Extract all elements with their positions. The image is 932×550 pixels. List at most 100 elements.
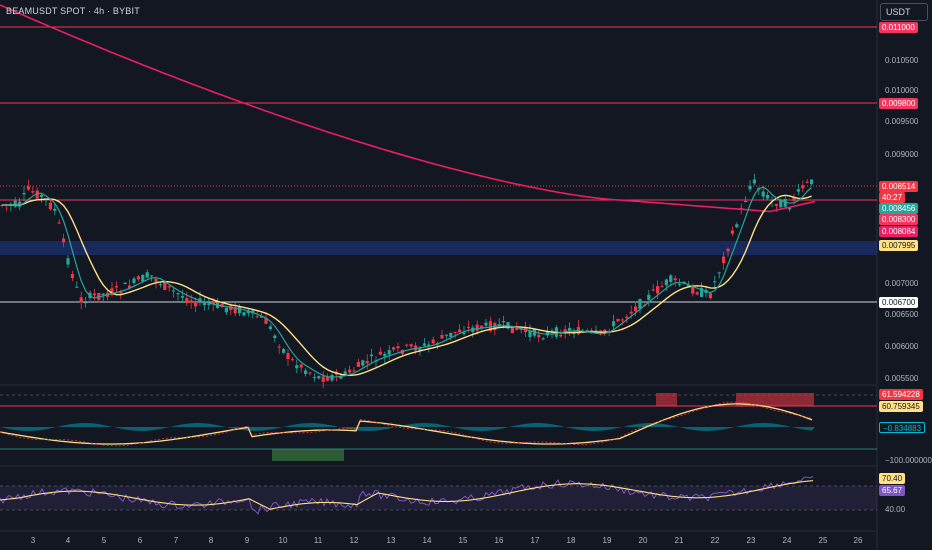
candle (185, 297, 189, 304)
level-tag-006700[interactable]: 0.006700 (879, 297, 919, 308)
candle (475, 324, 479, 331)
candle (568, 328, 572, 331)
candle (40, 194, 44, 198)
sma-long-tag: 0.008084 (879, 226, 919, 237)
candle (796, 189, 800, 192)
candle (656, 286, 660, 294)
candle (211, 301, 215, 305)
candle (242, 312, 246, 316)
ema-slow-tag: 0.007995 (879, 240, 919, 251)
candle (515, 326, 519, 330)
time-axis-label: 6 (137, 536, 143, 545)
candle (75, 286, 79, 288)
candle (145, 272, 149, 278)
candle (396, 346, 400, 349)
candle (158, 284, 162, 286)
price-axis-label: 0.010500 (885, 56, 919, 65)
candle (550, 330, 554, 332)
candle (673, 278, 677, 281)
candle (708, 293, 712, 299)
candle (277, 346, 281, 348)
candle (629, 311, 633, 314)
candle (176, 293, 180, 295)
candle (154, 279, 158, 282)
rsi-line (0, 476, 814, 515)
candle (172, 290, 176, 292)
candle (638, 299, 642, 309)
candle (150, 275, 154, 277)
candle (766, 194, 770, 199)
candle (282, 348, 286, 353)
time-axis-label: 23 (746, 536, 756, 545)
candle (735, 224, 739, 228)
candle (625, 316, 629, 319)
rsi-ma-line (0, 480, 814, 510)
candle (444, 334, 448, 336)
candle (387, 350, 391, 355)
time-axis-label: 24 (782, 536, 792, 545)
time-axis-label: 14 (422, 536, 432, 545)
candle (123, 282, 127, 285)
time-axis-label: 11 (313, 536, 323, 545)
candle (620, 319, 624, 321)
candle (664, 279, 668, 286)
candle (744, 201, 748, 203)
candle (136, 276, 140, 280)
price-axis-label: 0.005500 (885, 374, 919, 383)
candle (585, 330, 589, 332)
candle (84, 302, 88, 304)
candle (484, 322, 488, 326)
candle (695, 292, 699, 295)
candle (53, 208, 57, 211)
candle (647, 294, 651, 300)
candle (392, 347, 396, 350)
candle (634, 306, 638, 312)
candle (70, 274, 74, 279)
level-tag-009800[interactable]: 0.009800 (879, 98, 919, 109)
candle (779, 199, 783, 208)
currency-button[interactable]: USDT (880, 3, 928, 21)
ema-slow-line (2, 194, 812, 377)
candle (422, 343, 426, 346)
support-zone[interactable] (0, 241, 877, 255)
candle (678, 283, 682, 285)
candle (713, 281, 717, 283)
candle (224, 307, 228, 313)
price-axis-label: 0.009000 (885, 150, 919, 159)
price-axis-label: 0.007000 (885, 279, 919, 288)
candle (207, 304, 211, 306)
candle (651, 289, 655, 291)
candle (26, 186, 30, 190)
rsi-band (0, 486, 877, 510)
candle (361, 360, 365, 366)
candle (598, 330, 602, 332)
candle (700, 288, 704, 297)
candle (378, 351, 382, 355)
symbol-title[interactable]: BEAMUSDT SPOT · 4h · BYBIT (6, 6, 140, 16)
candle (660, 286, 664, 288)
level-tag-008300[interactable]: 0.008300 (879, 214, 919, 225)
candle (339, 376, 343, 379)
price-axis-label: 0.009500 (885, 117, 919, 126)
level-tag-011000[interactable]: 0.011000 (879, 22, 918, 33)
time-axis-label: 4 (65, 536, 71, 545)
candle (92, 293, 96, 296)
candle (268, 326, 272, 330)
time-axis-label: 9 (244, 536, 250, 545)
time-axis-label: 21 (674, 536, 684, 545)
rsi-value-tag: 65.67 (879, 485, 906, 496)
candle (273, 335, 277, 339)
candle (497, 324, 501, 327)
candle (431, 339, 435, 344)
candle (792, 197, 796, 201)
candle (352, 370, 356, 372)
candle (304, 370, 308, 374)
candle (717, 272, 721, 274)
candle (537, 334, 541, 338)
candle (238, 306, 242, 314)
candle (299, 364, 303, 368)
candle (202, 302, 206, 306)
candle (13, 200, 17, 207)
candle (167, 286, 171, 288)
